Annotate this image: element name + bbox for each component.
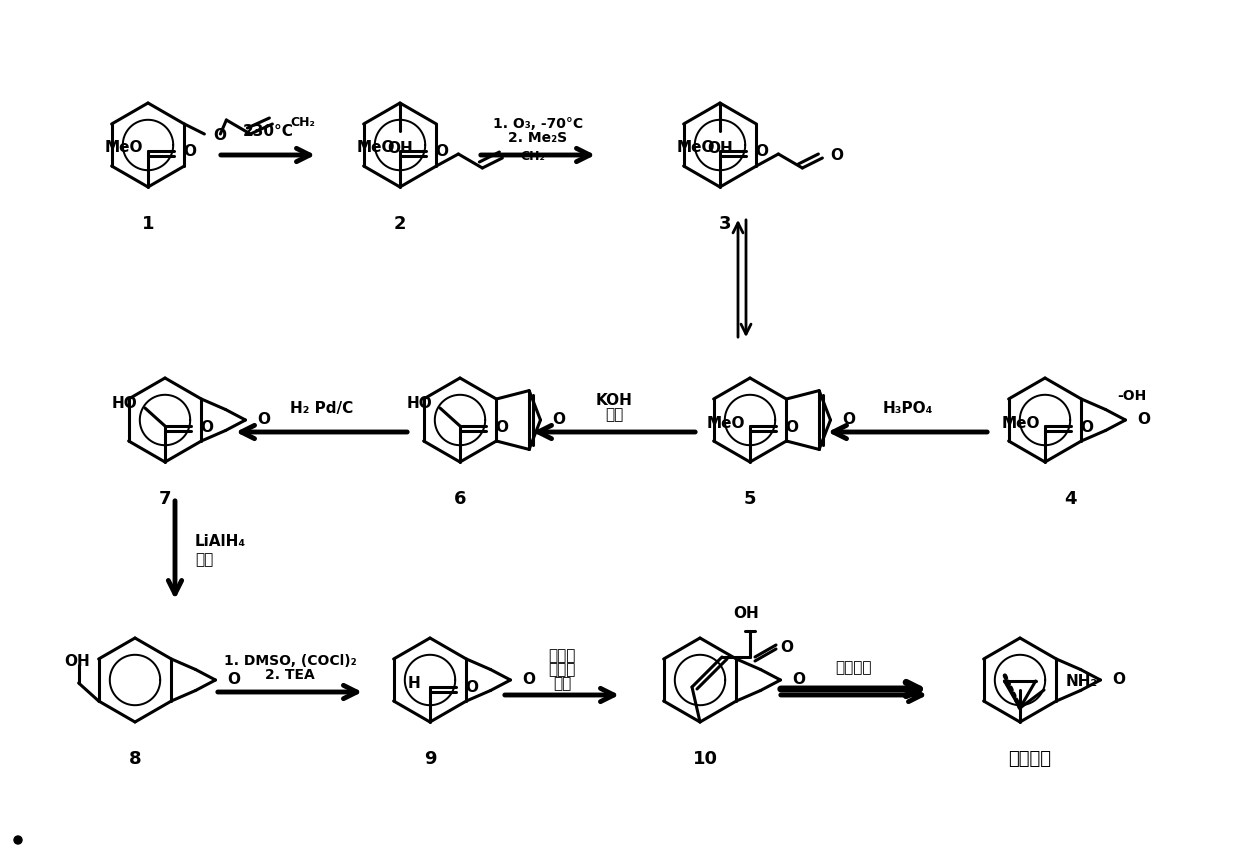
Text: 2. TEA: 2. TEA bbox=[265, 668, 315, 682]
Text: CH₂: CH₂ bbox=[290, 116, 315, 129]
Text: -OH: -OH bbox=[1117, 389, 1147, 403]
Text: 10: 10 bbox=[692, 750, 718, 768]
Text: O: O bbox=[755, 144, 768, 160]
Text: 3: 3 bbox=[719, 215, 732, 233]
Text: O: O bbox=[1080, 420, 1092, 435]
Text: O: O bbox=[831, 149, 843, 163]
Text: OH: OH bbox=[733, 606, 759, 621]
Text: 多个步骤: 多个步骤 bbox=[836, 660, 872, 675]
Text: O: O bbox=[200, 420, 213, 435]
Text: 5: 5 bbox=[744, 490, 756, 508]
Text: 6: 6 bbox=[454, 490, 466, 508]
Text: MeO: MeO bbox=[357, 141, 396, 156]
Text: O: O bbox=[780, 639, 794, 655]
Text: O: O bbox=[553, 412, 565, 428]
Text: O: O bbox=[785, 420, 799, 435]
Text: MeO: MeO bbox=[1002, 416, 1040, 430]
Circle shape bbox=[14, 836, 22, 844]
Text: O: O bbox=[258, 412, 270, 428]
Text: CH₂: CH₂ bbox=[521, 149, 546, 162]
Text: O: O bbox=[842, 412, 856, 428]
Text: 1: 1 bbox=[141, 215, 154, 233]
Text: H: H bbox=[407, 676, 420, 690]
Text: H₂ Pd/C: H₂ Pd/C bbox=[290, 401, 353, 416]
Text: 1. O₃, -70°C: 1. O₃, -70°C bbox=[494, 117, 583, 131]
Text: O: O bbox=[465, 681, 477, 696]
Text: OH: OH bbox=[387, 141, 413, 156]
Text: 230°C: 230°C bbox=[243, 124, 294, 139]
Text: O: O bbox=[522, 672, 536, 688]
Text: O: O bbox=[1137, 412, 1151, 428]
Text: HO: HO bbox=[407, 397, 432, 411]
Text: O: O bbox=[1112, 672, 1126, 688]
Text: O: O bbox=[435, 144, 448, 160]
Text: 丙二酸: 丙二酸 bbox=[548, 648, 575, 663]
Text: 2. Me₂S: 2. Me₂S bbox=[508, 131, 568, 145]
Text: 回流: 回流 bbox=[553, 676, 572, 691]
Text: 他司美琼: 他司美琼 bbox=[1008, 750, 1052, 768]
Text: O: O bbox=[227, 672, 241, 688]
Text: 回流: 回流 bbox=[605, 407, 624, 422]
Text: O: O bbox=[184, 144, 196, 160]
Text: O: O bbox=[495, 420, 508, 435]
Text: O: O bbox=[792, 672, 806, 688]
Text: H₃PO₄: H₃PO₄ bbox=[883, 401, 932, 416]
Text: 9: 9 bbox=[424, 750, 436, 768]
Text: 1. DMSO, (COCl)₂: 1. DMSO, (COCl)₂ bbox=[223, 654, 356, 668]
Text: OH: OH bbox=[63, 654, 89, 669]
Text: MeO: MeO bbox=[677, 141, 715, 156]
Text: 吡咯烷: 吡咯烷 bbox=[548, 662, 575, 677]
Text: 7: 7 bbox=[159, 490, 171, 508]
Text: LiAlH₄: LiAlH₄ bbox=[195, 535, 246, 550]
Text: MeO: MeO bbox=[104, 141, 143, 156]
Text: NH₂: NH₂ bbox=[1066, 675, 1099, 689]
Text: O: O bbox=[213, 129, 227, 143]
Text: KOH: KOH bbox=[595, 393, 632, 408]
Text: OH: OH bbox=[707, 141, 733, 156]
Text: 8: 8 bbox=[129, 750, 141, 768]
Text: 回流: 回流 bbox=[195, 552, 213, 568]
Text: 4: 4 bbox=[1064, 490, 1076, 508]
Text: HO: HO bbox=[112, 397, 136, 411]
Text: 2: 2 bbox=[394, 215, 407, 233]
Text: MeO: MeO bbox=[707, 416, 745, 430]
